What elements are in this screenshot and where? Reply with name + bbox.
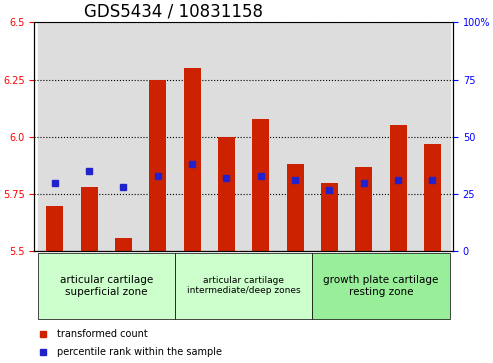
FancyBboxPatch shape [37, 253, 175, 319]
Bar [424, 144, 441, 252]
Bar [210, 23, 244, 252]
FancyBboxPatch shape [312, 253, 450, 319]
Bar [175, 23, 210, 252]
Bar [389, 126, 407, 252]
Bar [37, 23, 72, 252]
Bar [381, 23, 415, 252]
Bar [415, 23, 450, 252]
Text: percentile rank within the sample: percentile rank within the sample [57, 347, 222, 357]
Bar [347, 23, 381, 252]
Bar [80, 187, 98, 252]
Bar [321, 183, 338, 252]
Text: articular cartilage
superficial zone: articular cartilage superficial zone [60, 275, 153, 297]
Bar [312, 23, 347, 252]
Text: growth plate cartilage
resting zone: growth plate cartilage resting zone [323, 275, 439, 297]
Text: articular cartilage
intermediate/deep zones: articular cartilage intermediate/deep zo… [187, 276, 300, 295]
Bar [355, 167, 372, 252]
Bar [72, 23, 106, 252]
Bar [252, 119, 269, 252]
Bar [183, 68, 201, 252]
Bar [115, 238, 132, 252]
Bar [46, 205, 64, 252]
Bar [278, 23, 312, 252]
Bar [244, 23, 278, 252]
Bar [141, 23, 175, 252]
Text: transformed count: transformed count [57, 329, 148, 339]
Bar [286, 164, 304, 252]
Bar [218, 137, 235, 252]
Bar [149, 79, 167, 252]
Bar [106, 23, 141, 252]
Text: GDS5434 / 10831158: GDS5434 / 10831158 [84, 3, 263, 21]
FancyBboxPatch shape [175, 253, 312, 319]
